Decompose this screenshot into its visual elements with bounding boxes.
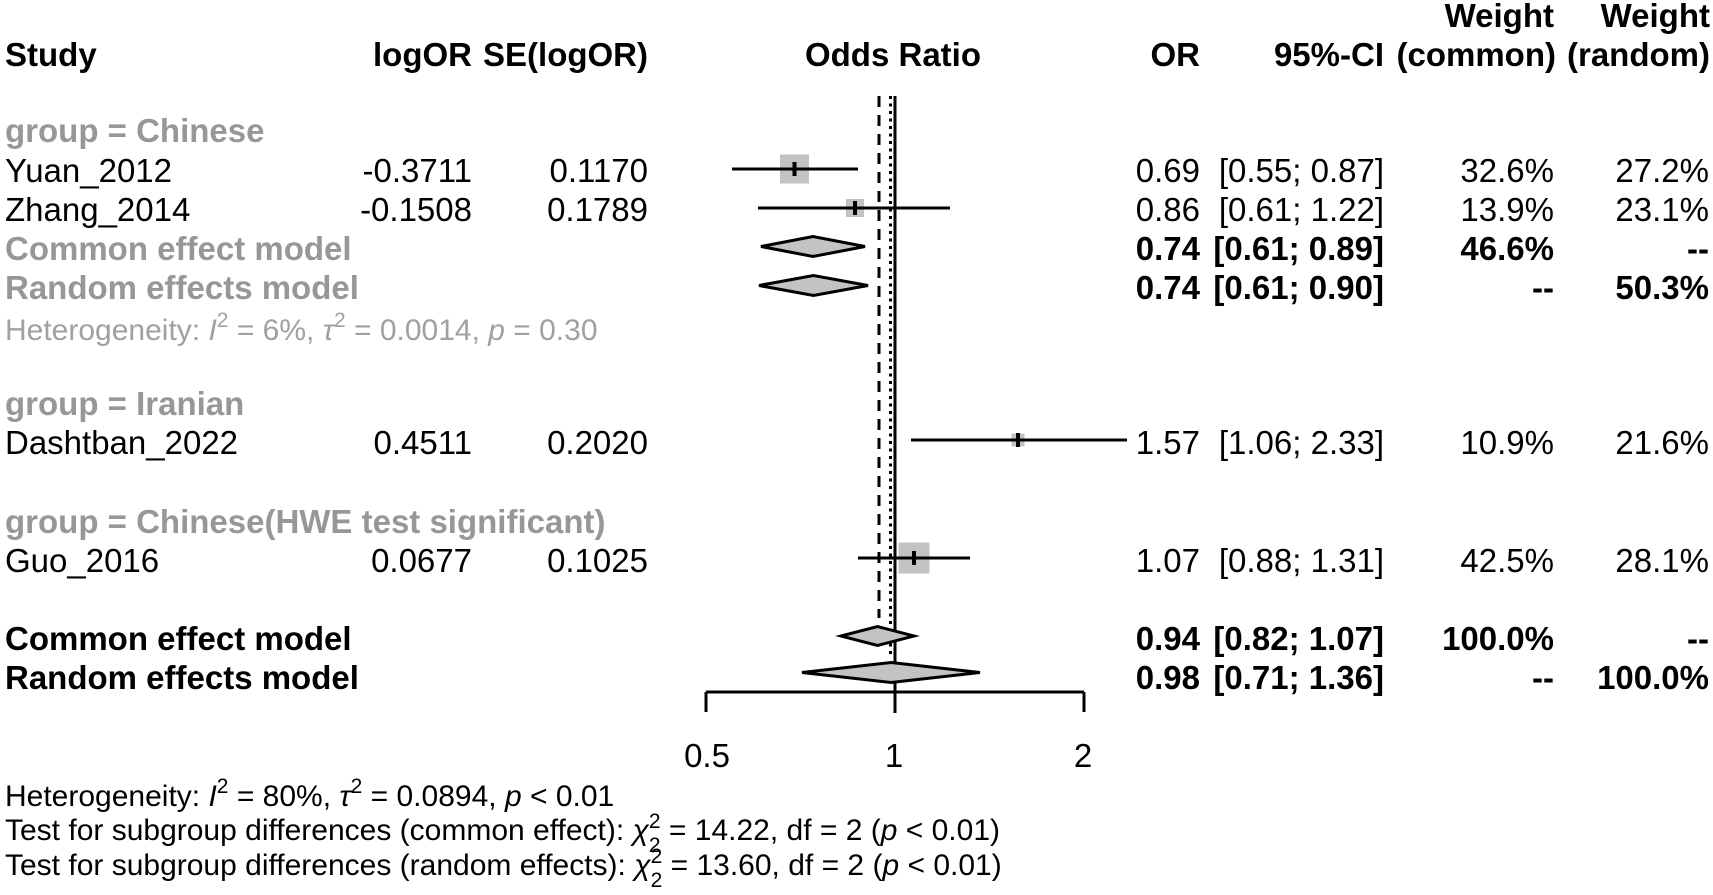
svg-text:0.94: 0.94: [1136, 620, 1201, 657]
svg-text:Common effect model: Common effect model: [5, 230, 352, 267]
svg-text:--: --: [1687, 230, 1709, 267]
svg-text:group = Chinese(HWE test signi: group = Chinese(HWE test significant): [5, 503, 605, 540]
svg-text:21.6%: 21.6%: [1615, 424, 1709, 461]
svg-text:[0.88; 1.31]: [0.88; 1.31]: [1219, 542, 1384, 579]
svg-text:13.9%: 13.9%: [1460, 191, 1554, 228]
svg-text:-0.3711: -0.3711: [363, 152, 472, 189]
svg-text:--: --: [1532, 269, 1554, 306]
svg-text:0.86: 0.86: [1136, 191, 1200, 228]
svg-text:1: 1: [885, 737, 903, 774]
svg-text:46.6%: 46.6%: [1460, 230, 1554, 267]
svg-text:Weight: Weight: [1601, 0, 1710, 34]
svg-text:0.2020: 0.2020: [547, 424, 648, 461]
svg-text:0.1025: 0.1025: [547, 542, 648, 579]
svg-text:23.1%: 23.1%: [1615, 191, 1709, 228]
svg-text:0.74: 0.74: [1136, 230, 1201, 267]
svg-text:(random): (random): [1567, 36, 1710, 73]
svg-text:[1.06; 2.33]: [1.06; 2.33]: [1219, 424, 1384, 461]
svg-text:Yuan_2012: Yuan_2012: [5, 152, 172, 189]
svg-text:Zhang_2014: Zhang_2014: [5, 191, 190, 228]
svg-text:0.4511: 0.4511: [374, 424, 472, 461]
svg-text:OR: OR: [1151, 36, 1201, 73]
svg-text:logOR: logOR: [373, 36, 472, 73]
svg-text:Guo_2016: Guo_2016: [5, 542, 159, 579]
svg-text:Odds Ratio: Odds Ratio: [805, 36, 981, 73]
svg-text:95%-CI: 95%-CI: [1274, 36, 1384, 73]
svg-text:42.5%: 42.5%: [1460, 542, 1554, 579]
svg-text:50.3%: 50.3%: [1615, 269, 1709, 306]
svg-text:100.0%: 100.0%: [1442, 620, 1554, 657]
svg-text:[0.55; 0.87]: [0.55; 0.87]: [1219, 152, 1384, 189]
svg-text:28.1%: 28.1%: [1615, 542, 1709, 579]
svg-text:[0.61; 1.22]: [0.61; 1.22]: [1219, 191, 1384, 228]
svg-text:Dashtban_2022: Dashtban_2022: [5, 424, 238, 461]
svg-text:-0.1508: -0.1508: [360, 191, 472, 228]
svg-text:10.9%: 10.9%: [1460, 424, 1554, 461]
svg-text:group = Iranian: group = Iranian: [5, 385, 244, 422]
svg-text:Heterogeneity: I2 = 80%, τ2 =: Heterogeneity: I2 = 80%, τ2 = 0.0894, p …: [5, 775, 614, 813]
svg-text:0.74: 0.74: [1136, 269, 1201, 306]
svg-text:Common effect model: Common effect model: [5, 620, 352, 657]
svg-text:0.98: 0.98: [1136, 659, 1200, 696]
svg-text:1.07: 1.07: [1136, 542, 1200, 579]
svg-text:Random effects model: Random effects model: [5, 659, 359, 696]
svg-text:2: 2: [1074, 737, 1092, 774]
svg-text:[0.71; 1.36]: [0.71; 1.36]: [1213, 659, 1384, 696]
svg-text:0.0677: 0.0677: [371, 542, 472, 579]
svg-text:[0.61; 0.90]: [0.61; 0.90]: [1213, 269, 1384, 306]
svg-text:Study: Study: [5, 36, 97, 73]
svg-text:Weight: Weight: [1445, 0, 1554, 34]
svg-text:32.6%: 32.6%: [1460, 152, 1554, 189]
svg-text:0.69: 0.69: [1136, 152, 1200, 189]
svg-text:0.5: 0.5: [684, 737, 730, 774]
svg-text:[0.82; 1.07]: [0.82; 1.07]: [1213, 620, 1384, 657]
svg-text:100.0%: 100.0%: [1597, 659, 1709, 696]
svg-text:--: --: [1532, 659, 1554, 696]
svg-text:--: --: [1687, 620, 1709, 657]
svg-text:Heterogeneity: I2 = 6%, τ2 = 0: Heterogeneity: I2 = 6%, τ2 = 0.0014, p =…: [5, 309, 598, 347]
svg-text:SE(logOR): SE(logOR): [483, 36, 648, 73]
svg-text:(common): (common): [1397, 36, 1557, 73]
svg-text:group = Chinese: group = Chinese: [5, 112, 264, 149]
svg-text:[0.61; 0.89]: [0.61; 0.89]: [1213, 230, 1384, 267]
svg-text:27.2%: 27.2%: [1615, 152, 1709, 189]
svg-text:1.57: 1.57: [1136, 424, 1200, 461]
svg-text:0.1170: 0.1170: [550, 152, 648, 189]
svg-text:0.1789: 0.1789: [547, 191, 648, 228]
svg-text:Random effects model: Random effects model: [5, 269, 359, 306]
